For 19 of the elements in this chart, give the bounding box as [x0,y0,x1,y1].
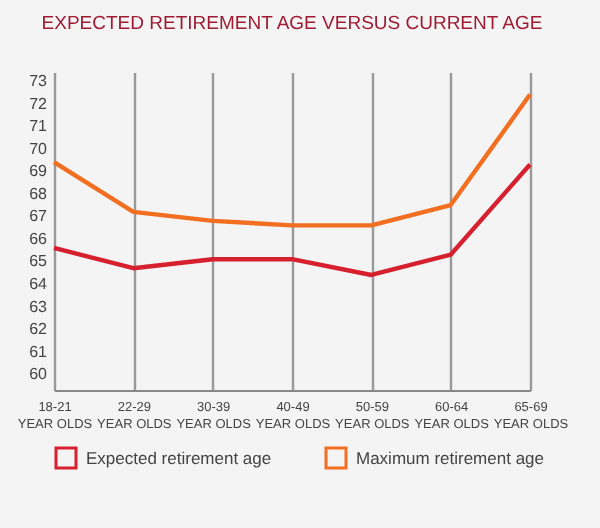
line-series [51,162,533,278]
line-series [51,92,533,228]
y-tick-label: 71 [29,117,49,136]
y-tick-label: 60 [29,365,49,384]
y-tick-label: 69 [29,162,49,181]
y-tick-label: 72 [29,94,49,113]
legend-label: Expected retirement age [86,448,272,468]
y-tick-label: 63 [29,297,49,316]
chart-title: EXPECTED RETIREMENT AGE VERSUS CURRENT AGE [41,13,543,35]
y-tick-label: 62 [29,320,49,339]
y-tick-label: 61 [29,342,49,361]
y-tick-label: 66 [29,229,49,248]
y-tick-label: 65 [29,252,49,271]
y-tick-label: 73 [29,72,49,91]
y-tick-label: 67 [29,207,49,226]
y-tick-label: 68 [29,184,49,203]
y-tick-label: 64 [29,275,49,293]
y-tick-label: 70 [29,139,49,158]
legend-label: Maximum retirement age [356,448,545,468]
